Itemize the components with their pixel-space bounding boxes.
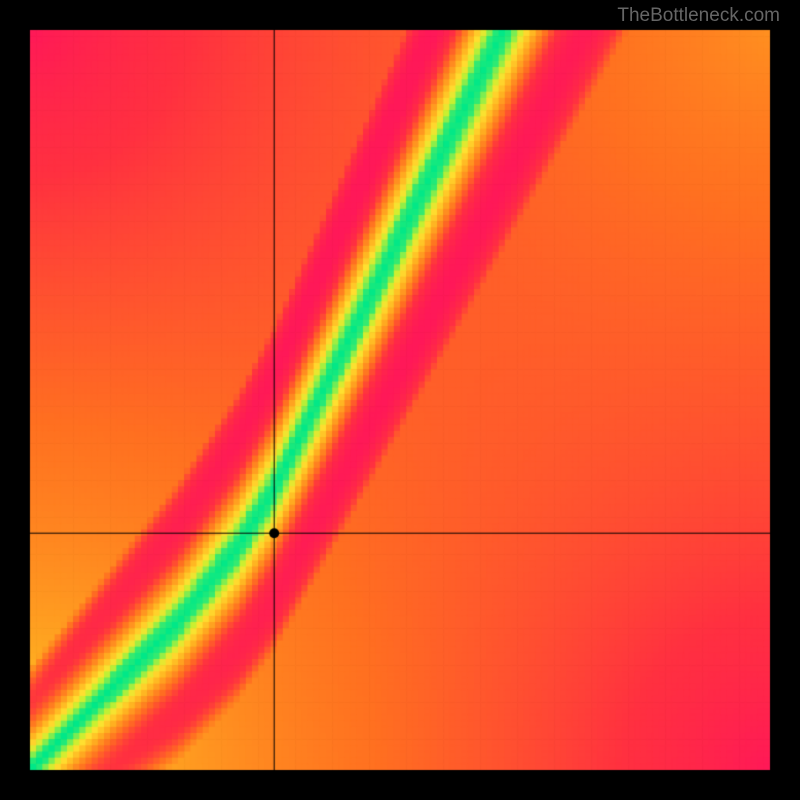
chart-container: TheBottleneck.com <box>0 0 800 800</box>
bottleneck-heatmap-canvas <box>0 0 800 800</box>
watermark-text: TheBottleneck.com <box>617 5 780 27</box>
